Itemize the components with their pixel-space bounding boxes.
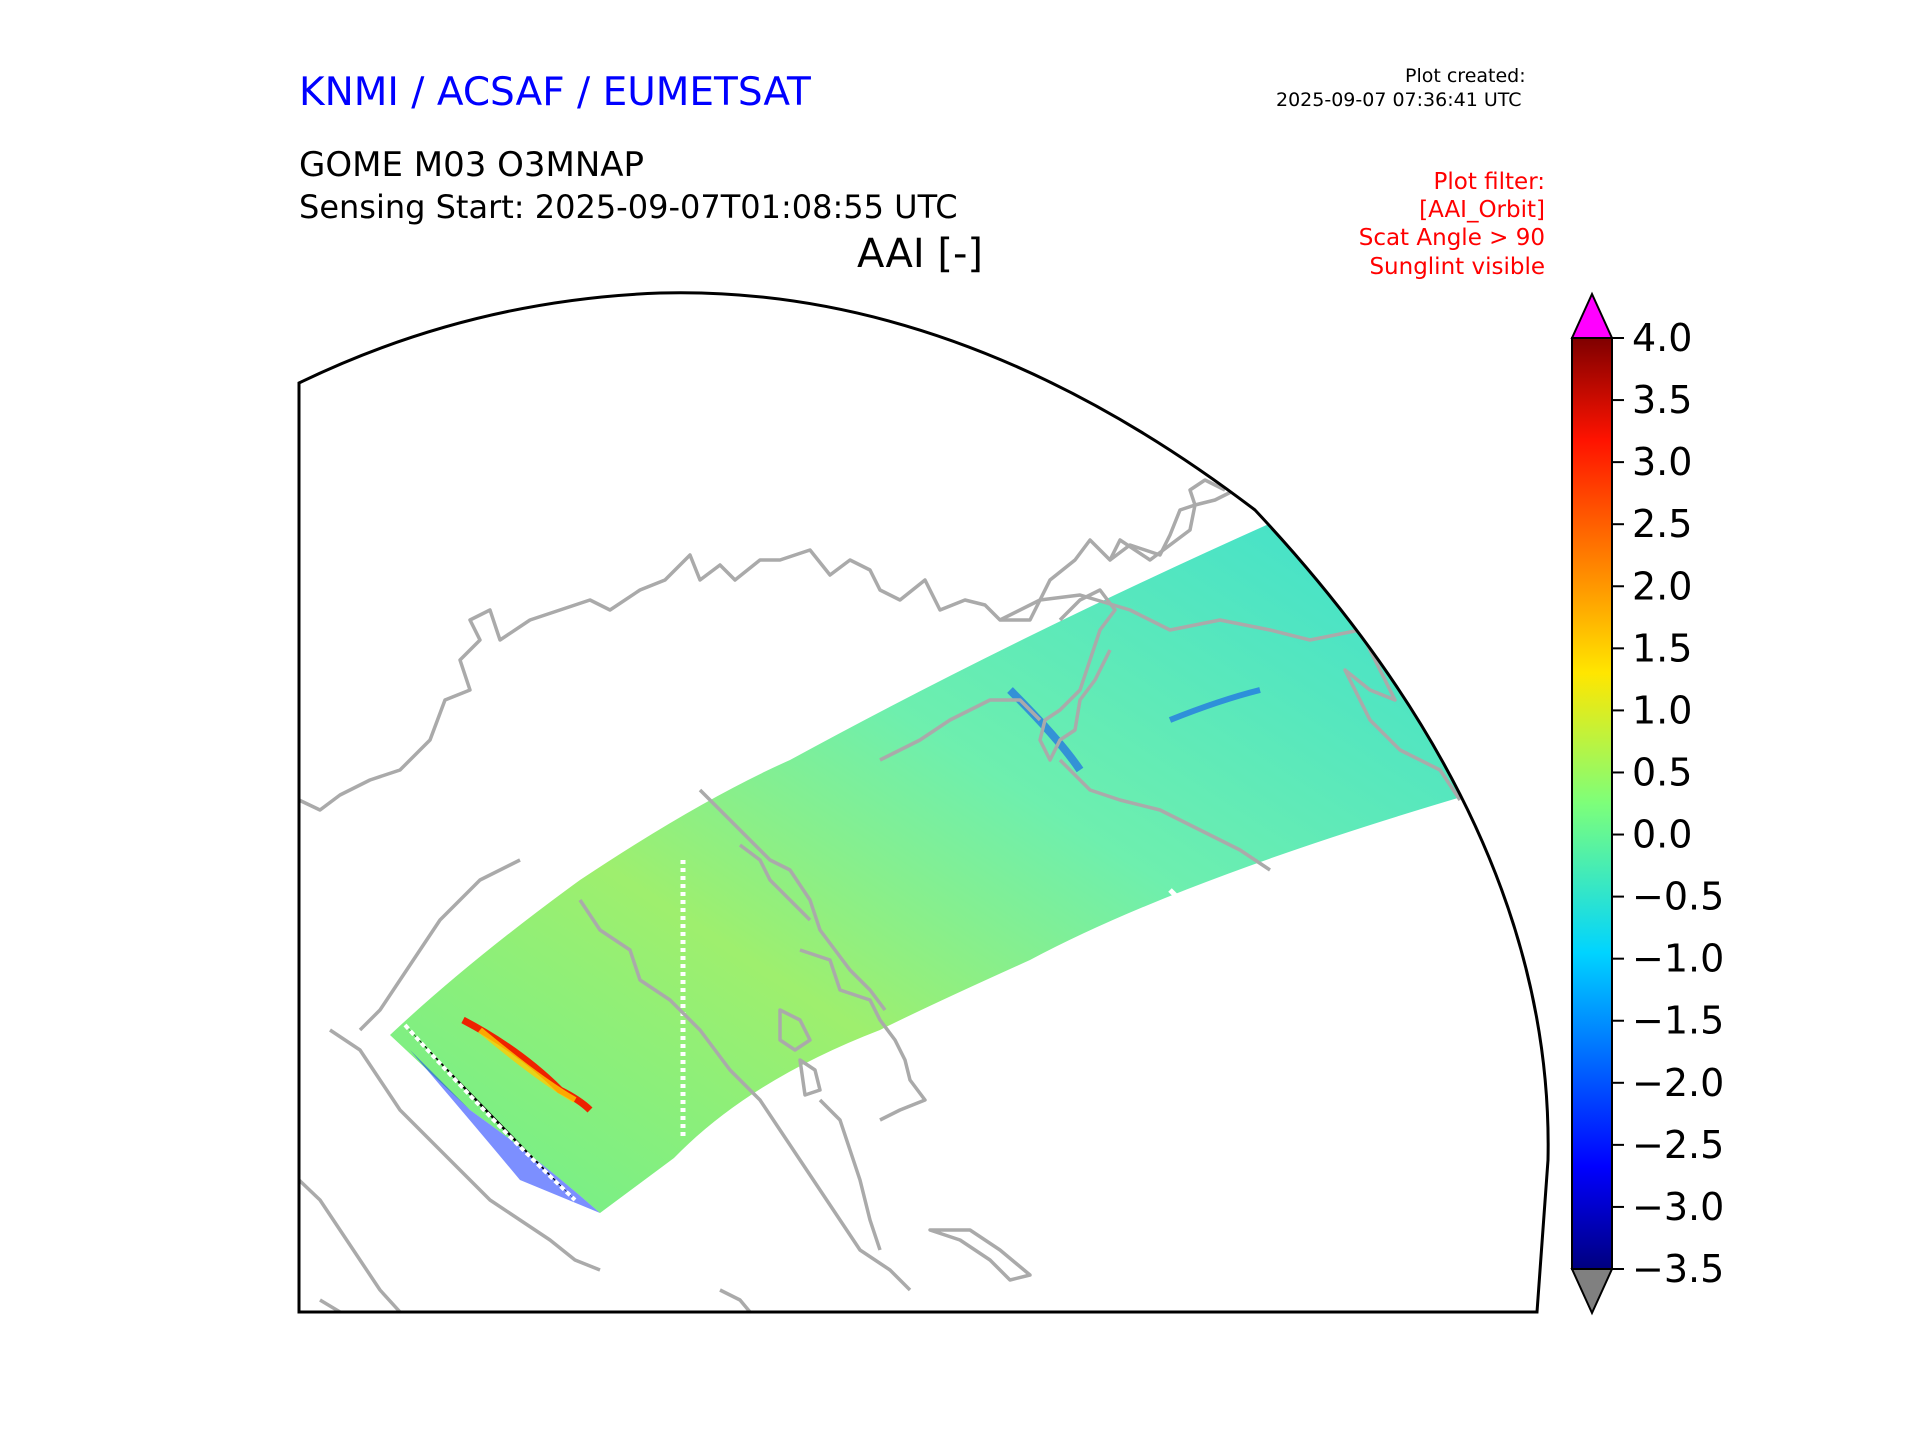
coastline-japan [799,948,927,1122]
plot-filter-title: Plot filter: [1433,169,1545,195]
coastline-okhotsk [698,788,887,1012]
coastline-sakhalin [738,843,812,922]
coastline-aleutian [1058,758,1271,872]
colorbar-tick-label: 0.0 [1632,813,1692,857]
aerosol-plume [478,1027,577,1103]
plot-filter-item: Scat Angle > 90 [1358,225,1545,251]
colorbar-tick-label: −2.5 [1632,1123,1724,1167]
colorbar-tick-label: 3.0 [1632,440,1692,484]
colorbar-tick-label: 2.0 [1632,564,1692,608]
coastline-indochina [299,1178,402,1312]
colorbar-tick-label: −1.5 [1632,999,1724,1043]
swath-gap [1168,888,1182,902]
coastline-kamchatka-west [879,698,1042,762]
coastline-island [319,1298,341,1312]
coastline-island [719,1288,752,1312]
plot-created-label: Plot created: [1405,65,1526,87]
colorbar-tick-label: −3.5 [1632,1247,1724,1291]
plot-created-time: 2025-09-07 07:36:41 UTC [1276,89,1522,111]
map-plot [297,291,1550,1314]
map-boundary [297,291,1550,1314]
colorbar-tick-label: 1.0 [1632,688,1692,732]
colorbar-tick-label: 3.5 [1632,378,1692,422]
coastline-southeast-asia [329,1028,601,1272]
coastline-korea-china [578,899,912,1292]
colorbar-over-triangle [1570,291,1614,339]
colorbar-under-triangle [1570,1268,1614,1316]
coastline-philippines [818,1098,882,1251]
colorbar-tick-label: −2.0 [1632,1061,1724,1105]
colorbar: 4.0 3.5 3.0 2.5 2.0 1.5 1.0 0.5 0.0 −0.5 −1.0 −1.5 −… [1570,291,1724,1316]
colorbar-tick-label: 2.5 [1632,502,1692,546]
colorbar-tick-label: 0.5 [1632,750,1692,794]
coastline-island [928,1228,1032,1282]
plot-filter-item: Sunglint visible [1369,254,1545,280]
sensing-start: Sensing Start: 2025-09-07T01:08:55 UTC [299,188,958,226]
coastline-china-east [358,858,521,1032]
colorbar-tick-label: −0.5 [1632,875,1724,919]
plot-filter-item: [AAI_Orbit] [1419,197,1545,223]
colorbar-tick-label: −1.0 [1632,937,1724,981]
colorbar-tick-label: −3.0 [1632,1185,1724,1229]
negative-aai-region [1168,687,1261,723]
coastline-chukotka [1108,478,1226,562]
negative-aai-region [410,1050,600,1213]
variable-label: AAI [-] [857,231,983,277]
coastline-north-asia [299,488,1261,812]
coastline-kamchatka [1038,588,1117,762]
colorbar-tick-label: 4.0 [1632,316,1692,360]
product-title: GOME M03 O3MNAP [299,145,645,185]
colorbar-tick-label: 1.5 [1632,626,1692,670]
swath-gap [403,1023,577,1202]
organization-title: KNMI / ACSAF / EUMETSAT [299,70,811,115]
coastline-island [778,1008,812,1052]
coastlines [299,478,1462,1312]
colorbar-gradient [1571,337,1613,1270]
satellite-swath [390,523,1468,1213]
coastline-island [798,1058,822,1097]
